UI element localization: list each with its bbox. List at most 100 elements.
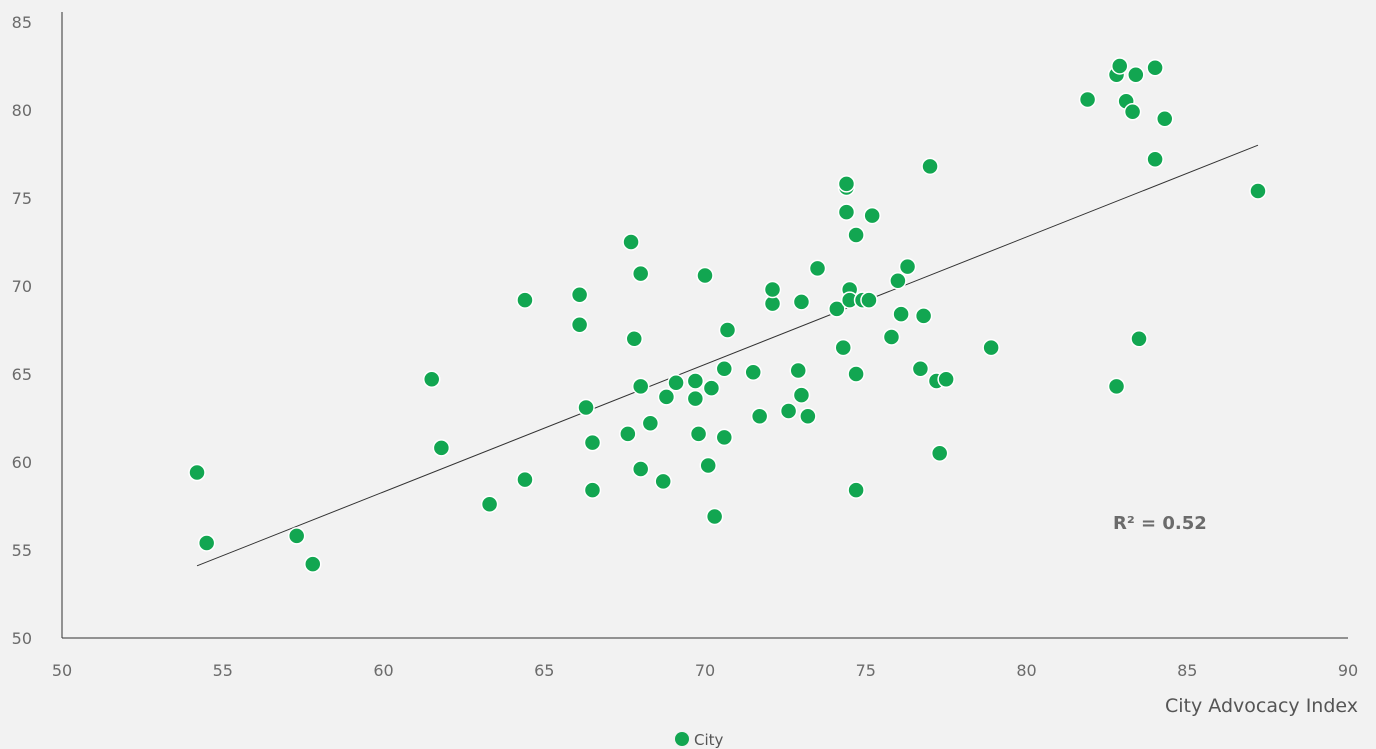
x-tick-label: 55	[213, 661, 233, 680]
data-point	[752, 408, 768, 424]
data-point	[745, 364, 761, 380]
y-tick-label: 65	[12, 365, 32, 384]
data-point	[983, 340, 999, 356]
data-point	[578, 399, 594, 415]
data-point	[517, 472, 533, 488]
data-point	[1147, 60, 1163, 76]
data-point	[1080, 91, 1096, 107]
data-point	[633, 461, 649, 477]
legend: City	[675, 731, 724, 749]
data-point	[1125, 104, 1141, 120]
data-point	[626, 331, 642, 347]
y-tick-label: 55	[12, 541, 32, 560]
data-point	[932, 445, 948, 461]
data-point	[922, 158, 938, 174]
data-point	[572, 317, 588, 333]
y-tick-label: 85	[12, 13, 32, 32]
data-point	[810, 260, 826, 276]
data-point	[720, 322, 736, 338]
data-point	[838, 204, 854, 220]
data-point	[790, 362, 806, 378]
x-tick-label: 85	[1177, 661, 1197, 680]
data-point	[781, 403, 797, 419]
data-point	[835, 340, 851, 356]
y-tick-labels: 50 55 60 65 70 75 80 85	[12, 13, 32, 648]
x-tick-label: 90	[1338, 661, 1358, 680]
data-point	[1157, 111, 1173, 127]
data-point	[838, 176, 854, 192]
data-point	[861, 292, 877, 308]
data-point	[199, 535, 215, 551]
axes	[62, 12, 1348, 638]
data-point	[793, 387, 809, 403]
data-point	[900, 259, 916, 275]
data-point	[691, 426, 707, 442]
data-point	[700, 458, 716, 474]
data-point	[687, 373, 703, 389]
data-point	[848, 482, 864, 498]
data-point	[1109, 378, 1125, 394]
x-tick-label: 80	[1016, 661, 1036, 680]
data-point	[687, 391, 703, 407]
x-tick-labels: 50 55 60 65 70 75 80 85 90	[52, 661, 1358, 680]
data-point	[655, 473, 671, 489]
trendline	[197, 145, 1258, 566]
data-point	[916, 308, 932, 324]
data-point	[642, 415, 658, 431]
data-point	[633, 378, 649, 394]
data-point	[633, 266, 649, 282]
data-point	[893, 306, 909, 322]
x-tick-label: 70	[695, 661, 715, 680]
data-point	[1131, 331, 1147, 347]
legend-label-city: City	[694, 731, 724, 749]
data-point	[289, 528, 305, 544]
data-point	[189, 465, 205, 481]
data-point	[620, 426, 636, 442]
y-tick-label: 60	[12, 453, 32, 472]
data-point	[623, 234, 639, 250]
data-point	[707, 509, 723, 525]
data-point	[584, 482, 600, 498]
x-tick-label: 65	[534, 661, 554, 680]
x-tick-label: 60	[373, 661, 393, 680]
data-point	[890, 273, 906, 289]
data-point	[716, 361, 732, 377]
data-point	[572, 287, 588, 303]
r-squared-annotation: R² = 0.52	[1113, 513, 1207, 534]
x-tick-label: 75	[856, 661, 876, 680]
data-point	[938, 371, 954, 387]
data-point	[716, 429, 732, 445]
data-point	[793, 294, 809, 310]
data-point	[1128, 67, 1144, 83]
data-point	[864, 208, 880, 224]
data-point	[424, 371, 440, 387]
y-tick-label: 70	[12, 277, 32, 296]
x-axis-title: City Advocacy Index	[1165, 695, 1358, 717]
data-point	[848, 366, 864, 382]
data-point	[433, 440, 449, 456]
y-tick-label: 50	[12, 629, 32, 648]
data-point	[697, 267, 713, 283]
data-point	[517, 292, 533, 308]
data-point	[482, 496, 498, 512]
data-point	[765, 282, 781, 298]
data-point	[800, 408, 816, 424]
data-point	[1147, 151, 1163, 167]
data-point	[658, 389, 674, 405]
data-point	[584, 435, 600, 451]
data-point	[305, 556, 321, 572]
data-points	[189, 58, 1266, 572]
data-point	[848, 227, 864, 243]
legend-marker-city	[675, 732, 689, 746]
data-point	[883, 329, 899, 345]
data-point	[912, 361, 928, 377]
data-point	[703, 380, 719, 396]
trendline-group	[197, 145, 1258, 566]
y-tick-label: 80	[12, 101, 32, 120]
x-tick-label: 50	[52, 661, 72, 680]
y-tick-label: 75	[12, 189, 32, 208]
data-point	[668, 375, 684, 391]
data-point	[1250, 183, 1266, 199]
